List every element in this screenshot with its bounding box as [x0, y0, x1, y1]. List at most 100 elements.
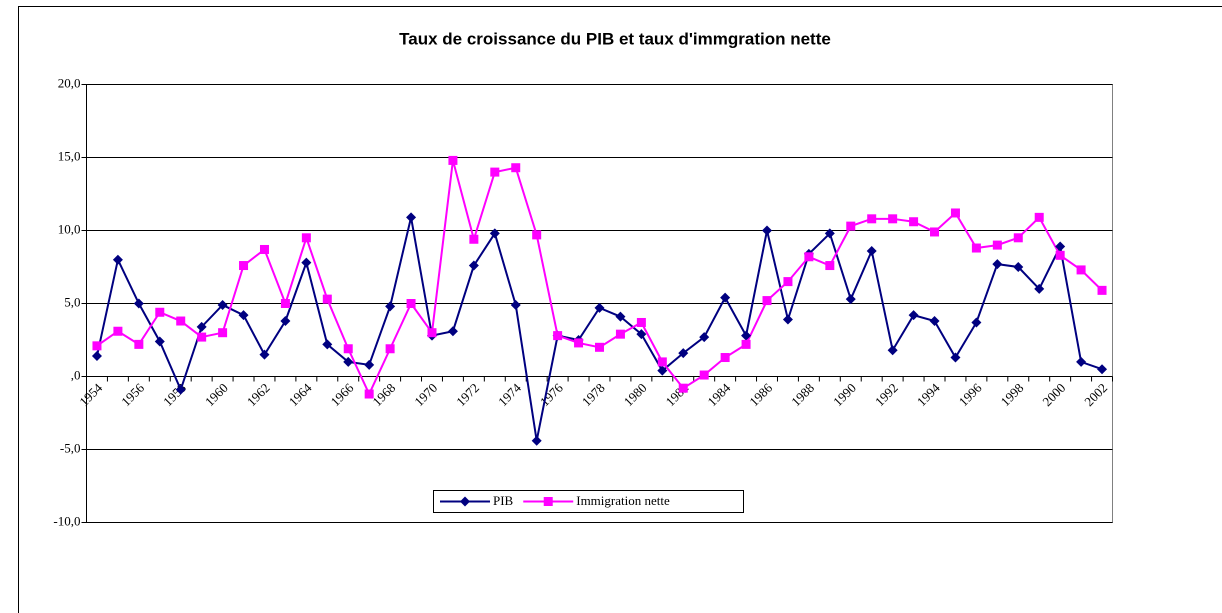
marker: [1076, 265, 1086, 275]
marker: [448, 155, 458, 165]
marker: [280, 299, 290, 308]
marker: [762, 225, 773, 236]
marker: [783, 277, 793, 287]
marker: [699, 370, 709, 380]
marker: [239, 261, 249, 271]
marker: [217, 299, 228, 310]
marker: [447, 326, 458, 337]
marker: [866, 245, 877, 256]
marker: [782, 314, 793, 325]
chart-title: Taux de croissance du PIB et taux d'immg…: [399, 29, 831, 48]
marker: [134, 339, 144, 349]
marker: [762, 296, 772, 306]
marker: [824, 228, 835, 239]
marker: [343, 344, 353, 354]
marker: [259, 244, 269, 254]
marker: [657, 357, 667, 367]
marker: [1055, 250, 1065, 260]
marker: [532, 230, 542, 240]
marker: [92, 341, 102, 351]
marker: [595, 342, 604, 352]
marker: [280, 316, 291, 327]
marker: [1034, 212, 1044, 222]
marker: [846, 221, 856, 231]
marker: [741, 339, 751, 349]
marker: [615, 311, 626, 322]
marker: [1055, 241, 1066, 252]
marker: [1013, 262, 1024, 272]
marker: [720, 292, 731, 303]
marker: [510, 299, 521, 310]
marker: [176, 316, 186, 326]
marker: [888, 214, 898, 224]
marker: [218, 328, 228, 338]
marker: [364, 389, 374, 399]
legend-label: Immigration nette: [576, 493, 670, 508]
marker: [133, 298, 144, 309]
marker: [112, 254, 123, 265]
marker: [1034, 283, 1045, 294]
marker: [553, 331, 563, 341]
marker: [531, 435, 542, 446]
marker: [1097, 364, 1108, 375]
marker: [301, 233, 311, 243]
marker: [469, 234, 479, 244]
marker: [699, 332, 710, 343]
marker: [720, 353, 730, 363]
marker: [741, 330, 752, 341]
marker: [657, 365, 668, 376]
marker: [490, 167, 500, 177]
y-tick-label: 15,0: [58, 148, 81, 163]
marker: [950, 352, 961, 363]
marker: [867, 214, 877, 224]
marker: [489, 228, 500, 239]
marker: [543, 497, 553, 506]
marker: [594, 302, 605, 313]
marker: [615, 329, 625, 339]
marker: [154, 336, 165, 347]
marker: [301, 257, 312, 268]
marker: [322, 339, 333, 350]
marker: [427, 328, 437, 338]
marker: [259, 349, 270, 360]
marker: [197, 332, 207, 342]
marker: [971, 243, 981, 253]
marker: [636, 317, 646, 327]
marker: [574, 338, 584, 348]
marker: [636, 329, 647, 340]
marker: [992, 240, 1002, 250]
marker: [406, 299, 416, 308]
marker: [992, 259, 1003, 270]
marker: [385, 301, 396, 312]
marker: [238, 310, 249, 321]
marker: [678, 348, 689, 359]
marker: [343, 356, 354, 367]
y-tick-label: -10,0: [53, 513, 80, 528]
legend: PIB Immigration nette: [433, 490, 744, 513]
marker: [364, 359, 375, 370]
marker: [1076, 356, 1087, 367]
y-tick-label: -5,0: [60, 440, 81, 455]
y-tick-label: 20,0: [58, 75, 81, 90]
marker: [845, 294, 856, 305]
marker: [175, 384, 186, 395]
marker: [322, 294, 332, 304]
marker: [678, 383, 688, 393]
marker: [804, 252, 814, 262]
marker: [468, 260, 479, 271]
marker: [511, 163, 521, 173]
legend-box: [433, 490, 744, 513]
marker: [930, 227, 940, 237]
marker: [971, 317, 982, 328]
legend-label: PIB: [493, 493, 514, 508]
marker: [155, 307, 165, 317]
marker: [1013, 233, 1023, 243]
marker: [909, 217, 919, 227]
marker: [1097, 285, 1107, 295]
marker: [460, 496, 470, 507]
y-tick-label: 5,0: [64, 294, 80, 309]
marker: [406, 212, 417, 223]
marker: [887, 345, 898, 356]
